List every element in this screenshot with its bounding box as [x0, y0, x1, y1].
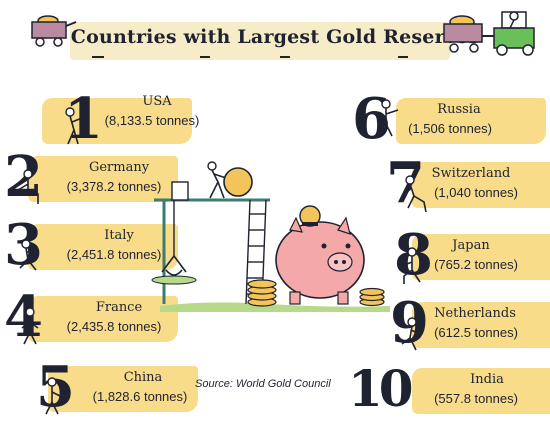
rank-card-8: 8 Japan (765.2 tonnes) [376, 224, 550, 286]
reserve-amount: (612.5 tonnes) [434, 325, 518, 340]
reserve-amount: (2,451.8 tonnes) [66, 247, 162, 262]
person-kneeling-icon [401, 247, 421, 284]
country-name: China [123, 370, 163, 385]
highlight-brush [28, 296, 178, 342]
piggy-bank-crane-illustration [151, 161, 390, 312]
rank-card-1: 1 USA (8,133.5 tonnes) [22, 88, 237, 150]
rank-card-4: 4 France (2,435.8 tonnes) [4, 286, 219, 348]
country-name: USA [142, 94, 172, 109]
highlight-brush [412, 234, 550, 280]
reserve-amount: (765.2 tonnes) [434, 257, 518, 272]
forklift-gold-cart-icon [443, 11, 535, 56]
reserve-amount: (3,378.2 tonnes) [66, 179, 162, 194]
grass-strip [160, 302, 390, 312]
rank-card-6: 6 Russia (1,506 tonnes) [352, 88, 550, 150]
reserve-amount: (1,506 tonnes) [408, 121, 492, 136]
rank-card-2: 2 Germany (3,378.2 tonnes) [4, 146, 219, 208]
coin-stack-icon [247, 279, 277, 307]
person-walking-icon [45, 377, 61, 415]
country-name: Netherlands [434, 306, 516, 321]
person-standing-icon [21, 307, 39, 345]
highlight-brush [28, 224, 178, 270]
highlight-brush [412, 302, 550, 348]
reserve-amount: (1,828.6 tonnes) [92, 389, 188, 404]
gold-coin-icon [223, 167, 253, 197]
person-sitting-icon [17, 169, 39, 204]
rank-number: 10 [348, 359, 414, 418]
person-crouching-icon [19, 239, 37, 271]
country-name: Russia [437, 102, 481, 117]
rank-number: 4 [4, 284, 43, 350]
piggy-bank-icon [275, 205, 365, 305]
gold-cart-icon [31, 15, 77, 47]
person-lifting-icon [403, 175, 427, 213]
winch-icon [171, 181, 189, 201]
source-note: Source: World Gold Council [195, 378, 331, 390]
rank-card-9: 9 Netherlands (612.5 tonnes) [376, 292, 550, 354]
reserve-amount: (8,133.5 tonnes) [104, 113, 200, 128]
rank-card-3: 3 Italy (2,451.8 tonnes) [4, 214, 219, 276]
title-underline-mark [280, 56, 290, 58]
reserve-amount: (1,040 tonnes) [434, 185, 518, 200]
country-name: Japan [452, 238, 490, 253]
rank-card-10: 10 India (557.8 tonnes) [348, 358, 550, 420]
person-pointing-icon [379, 99, 399, 137]
worker-icon [207, 161, 217, 171]
highlight-brush [412, 162, 550, 208]
country-name: Germany [88, 160, 150, 175]
title-highlight [70, 22, 450, 60]
rank-card-7: 7 Switzerland (1,040 tonnes) [376, 152, 550, 214]
country-name: Italy [104, 228, 134, 243]
rank-number: 2 [4, 144, 43, 210]
country-name: Switzerland [431, 166, 511, 181]
rank-card-5: 5 China (1,828.6 tonnes) [22, 356, 237, 418]
highlight-brush [412, 368, 550, 414]
highlight-brush [48, 366, 198, 412]
reserve-amount: (557.8 tonnes) [434, 391, 518, 406]
rank-number: 6 [352, 86, 391, 152]
country-name: India [470, 372, 504, 387]
coin-stack-icon [359, 287, 385, 307]
page-title: Countries with Largest Gold Reserves [70, 26, 480, 48]
country-name: France [95, 300, 143, 315]
title-underline-mark [92, 56, 104, 58]
crane-hook-icon [161, 255, 187, 276]
title-underline-mark [200, 56, 210, 58]
person-resting-icon [401, 317, 421, 351]
title-underline-mark [398, 56, 408, 58]
highlight-brush [28, 156, 178, 202]
highlight-brush [396, 98, 546, 144]
person-leaning-icon [65, 107, 83, 145]
rank-number: 7 [386, 150, 425, 216]
highlight-brush [42, 98, 192, 144]
reserve-amount: (2,435.8 tonnes) [66, 319, 162, 334]
